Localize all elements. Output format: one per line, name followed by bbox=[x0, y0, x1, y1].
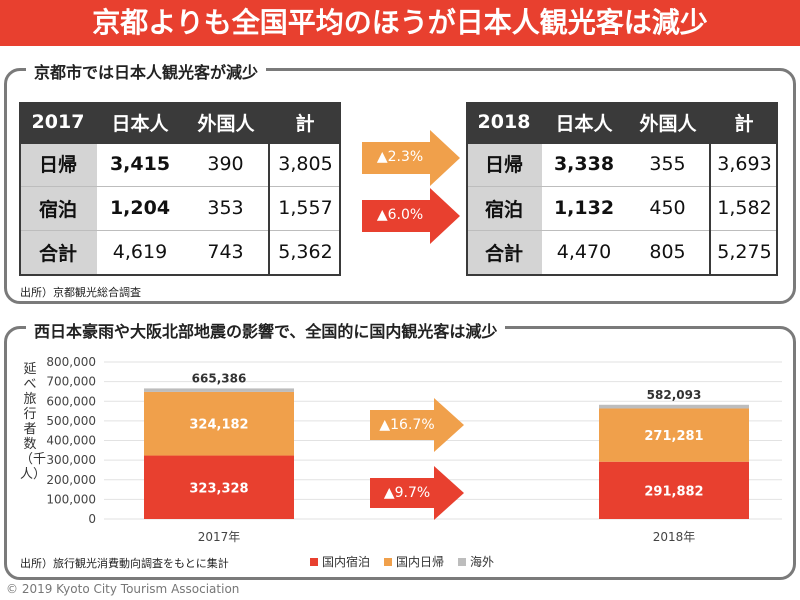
page-title-banner: 京都よりも全国平均のほうが日本人観光客は減少 bbox=[0, 0, 800, 46]
table-2017: 2017 日本人 外国人 計 日帰 3,415 390 3,805 宿泊 1,2… bbox=[19, 102, 341, 274]
national-overnight-change-arrow bbox=[370, 466, 464, 520]
cell-japanese: 4,619 bbox=[112, 241, 168, 264]
cell-total: 1,557 bbox=[268, 186, 341, 231]
cell-foreign: 805 bbox=[649, 241, 686, 264]
row-label-daytrip: 日帰 bbox=[19, 142, 97, 187]
cell-foreign: 353 bbox=[183, 186, 269, 231]
legend-label: 海外 bbox=[470, 555, 495, 569]
x-tick-label: 2018年 bbox=[653, 530, 696, 544]
legend-label: 国内日帰 bbox=[396, 555, 445, 569]
overnight-change-arrow bbox=[362, 188, 460, 244]
cell-foreign: 450 bbox=[626, 186, 710, 231]
cell-japanese: 4,470 bbox=[556, 241, 612, 264]
row-label-daytrip: 日帰 bbox=[466, 142, 542, 187]
legend-item: 国内日帰 bbox=[384, 553, 444, 570]
table-row: 日帰 3,338 355 3,693 bbox=[466, 142, 778, 187]
national-overnight-change-label: ▲9.7% bbox=[383, 485, 431, 501]
table-2017-frame bbox=[19, 142, 341, 276]
bar-value-label: 323,328 bbox=[189, 481, 248, 496]
bar-segment bbox=[599, 461, 749, 519]
overnight-change-label: ▲6.0% bbox=[376, 207, 424, 223]
legend-swatch bbox=[458, 558, 467, 566]
table-2018: 2018 日本人 外国人 計 日帰 3,338 355 3,693 宿泊 1,1… bbox=[466, 102, 778, 274]
table-year-header: 2018 bbox=[466, 102, 542, 142]
column-header-japanese: 日本人 bbox=[542, 102, 626, 142]
y-tick-label: 600,000 bbox=[46, 394, 96, 408]
bar-value-label: 291,882 bbox=[644, 484, 703, 499]
cell-foreign: 390 bbox=[183, 142, 269, 187]
table-row: 合計 4,619 743 5,362 bbox=[19, 230, 341, 274]
y-tick-label: 100,000 bbox=[46, 492, 96, 506]
bar-total-label: 582,093 bbox=[647, 388, 702, 402]
y-axis-label: 延べ旅行者数（千人） bbox=[20, 362, 47, 482]
column-header-foreign: 外国人 bbox=[626, 102, 710, 142]
cell-japanese: 1,132 bbox=[542, 186, 626, 231]
copyright-footer: © 2019 Kyoto City Tourism Association bbox=[6, 582, 240, 596]
y-tick-label: 400,000 bbox=[46, 434, 96, 448]
bar-segment bbox=[144, 391, 294, 456]
kyoto-panel-title: 京都市では日本人観光客が減少 bbox=[26, 59, 267, 83]
table-2018-frame bbox=[466, 142, 778, 276]
y-tick-label: 300,000 bbox=[46, 453, 96, 467]
cell-total: 5,275 bbox=[709, 230, 778, 274]
legend-swatch bbox=[310, 558, 318, 566]
national-source-note: 出所）旅行観光消費動向調査をもとに集計 bbox=[20, 557, 229, 570]
legend-item: 海外 bbox=[458, 553, 494, 570]
bar-segment bbox=[144, 455, 294, 519]
bar-value-label: 324,182 bbox=[189, 418, 248, 433]
y-tick-label: 800,000 bbox=[46, 355, 96, 369]
column-header-foreign: 外国人 bbox=[183, 102, 269, 142]
national-daytrip-change-label: ▲16.7% bbox=[379, 417, 435, 433]
y-tick-label: 0 bbox=[88, 512, 96, 526]
table-row: 合計 4,470 805 5,275 bbox=[466, 230, 778, 274]
row-label-sum: 合計 bbox=[466, 230, 542, 274]
chart-legend: 国内宿泊 国内日帰 海外 bbox=[310, 553, 494, 570]
bar-segment bbox=[599, 408, 749, 462]
cell-japanese: 3,415 bbox=[97, 142, 183, 187]
bar-segment bbox=[144, 388, 294, 392]
national-panel-title: 西日本豪雨や大阪北部地震の影響で、全国的に国内観光客は減少 bbox=[26, 318, 506, 342]
cell-total: 1,582 bbox=[709, 186, 778, 231]
daytrip-change-label: ▲2.3% bbox=[376, 149, 424, 165]
x-tick-label: 2017年 bbox=[198, 530, 241, 544]
table-row: 宿泊 1,204 353 1,557 bbox=[19, 186, 341, 231]
table-row: 宿泊 1,132 450 1,582 bbox=[466, 186, 778, 231]
row-label-overnight: 宿泊 bbox=[19, 186, 97, 231]
cell-total: 3,805 bbox=[268, 142, 341, 187]
national-daytrip-change-arrow bbox=[370, 398, 464, 452]
table-row: 日帰 3,415 390 3,805 bbox=[19, 142, 341, 187]
table-year-header: 2017 bbox=[19, 102, 97, 142]
row-label-sum: 合計 bbox=[19, 230, 97, 274]
legend-label: 国内宿泊 bbox=[322, 555, 371, 569]
y-tick-label: 500,000 bbox=[46, 414, 96, 428]
column-header-japanese: 日本人 bbox=[97, 102, 183, 142]
cell-total: 3,693 bbox=[709, 142, 778, 187]
cell-japanese: 1,204 bbox=[97, 186, 183, 231]
bar-segment bbox=[599, 404, 749, 409]
kyoto-source-note: 出所）京都観光総合調査 bbox=[20, 286, 141, 299]
y-tick-label: 200,000 bbox=[46, 473, 96, 487]
column-header-total: 計 bbox=[710, 102, 778, 142]
row-label-overnight: 宿泊 bbox=[466, 186, 542, 231]
legend-swatch bbox=[384, 558, 393, 566]
cell-japanese: 3,338 bbox=[542, 142, 626, 187]
legend-item: 国内宿泊 bbox=[310, 553, 370, 570]
bar-value-label: 271,281 bbox=[644, 429, 703, 444]
cell-total: 5,362 bbox=[268, 230, 341, 274]
y-tick-label: 700,000 bbox=[46, 375, 96, 389]
column-header-total: 計 bbox=[269, 102, 341, 142]
bar-total-label: 665,386 bbox=[192, 371, 247, 385]
cell-foreign: 743 bbox=[207, 241, 244, 264]
daytrip-change-arrow bbox=[362, 130, 460, 186]
cell-foreign: 355 bbox=[626, 142, 710, 187]
